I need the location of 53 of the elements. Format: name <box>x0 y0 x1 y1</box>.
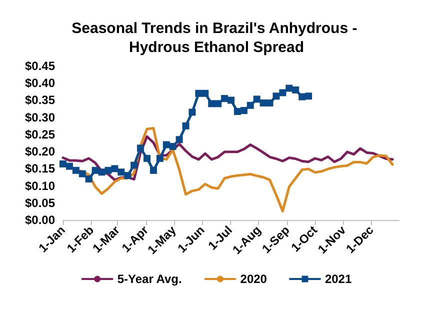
point <box>66 162 73 170</box>
point <box>208 100 216 108</box>
point <box>221 95 228 102</box>
y-tick-label: $0.25 <box>24 127 56 142</box>
legend-label: 5-Year Avg. <box>117 272 182 286</box>
chart-title: Seasonal Trends in Brazil's Anhydrous - Hydrous Ethanol Spread <box>72 20 362 56</box>
legend-label: 2020 <box>240 272 268 286</box>
point <box>78 170 86 178</box>
point <box>260 99 267 106</box>
point <box>130 162 138 169</box>
point <box>162 141 170 148</box>
point <box>150 166 157 174</box>
legend-label: 2021 <box>324 272 352 286</box>
point <box>156 154 164 162</box>
y-tick-label: $0.35 <box>24 93 56 108</box>
point <box>182 122 190 130</box>
y-tick-label: $0.05 <box>24 196 56 210</box>
point <box>104 166 112 174</box>
point <box>188 108 196 116</box>
y-tick-label: $0.40 <box>24 76 56 90</box>
point <box>298 93 306 100</box>
point <box>228 96 234 104</box>
point <box>72 166 80 174</box>
point <box>60 160 66 168</box>
point <box>111 165 118 172</box>
point <box>272 92 280 100</box>
y-tick-label: $0.10 <box>24 178 56 193</box>
point <box>305 92 312 100</box>
point <box>286 84 293 92</box>
line-series <box>62 135 394 182</box>
point <box>169 142 176 150</box>
point <box>234 108 241 116</box>
point <box>124 172 132 180</box>
point <box>85 175 92 182</box>
point <box>292 86 300 94</box>
point <box>240 106 248 114</box>
point <box>246 102 254 109</box>
point <box>92 166 99 174</box>
point <box>137 144 144 152</box>
y-tick-label: $0.45 <box>24 59 56 73</box>
point <box>176 136 183 144</box>
point <box>195 90 202 97</box>
point <box>266 99 274 106</box>
point <box>253 96 260 103</box>
point <box>279 89 286 96</box>
point <box>202 90 209 97</box>
point <box>144 154 150 162</box>
y-tick-label: $0.20 <box>24 144 56 159</box>
point <box>214 100 222 108</box>
point <box>118 168 125 176</box>
y-tick-label: $0.00 <box>24 213 56 227</box>
y-tick-label: $0.30 <box>24 110 56 124</box>
y-tick-label: $0.15 <box>24 162 56 176</box>
